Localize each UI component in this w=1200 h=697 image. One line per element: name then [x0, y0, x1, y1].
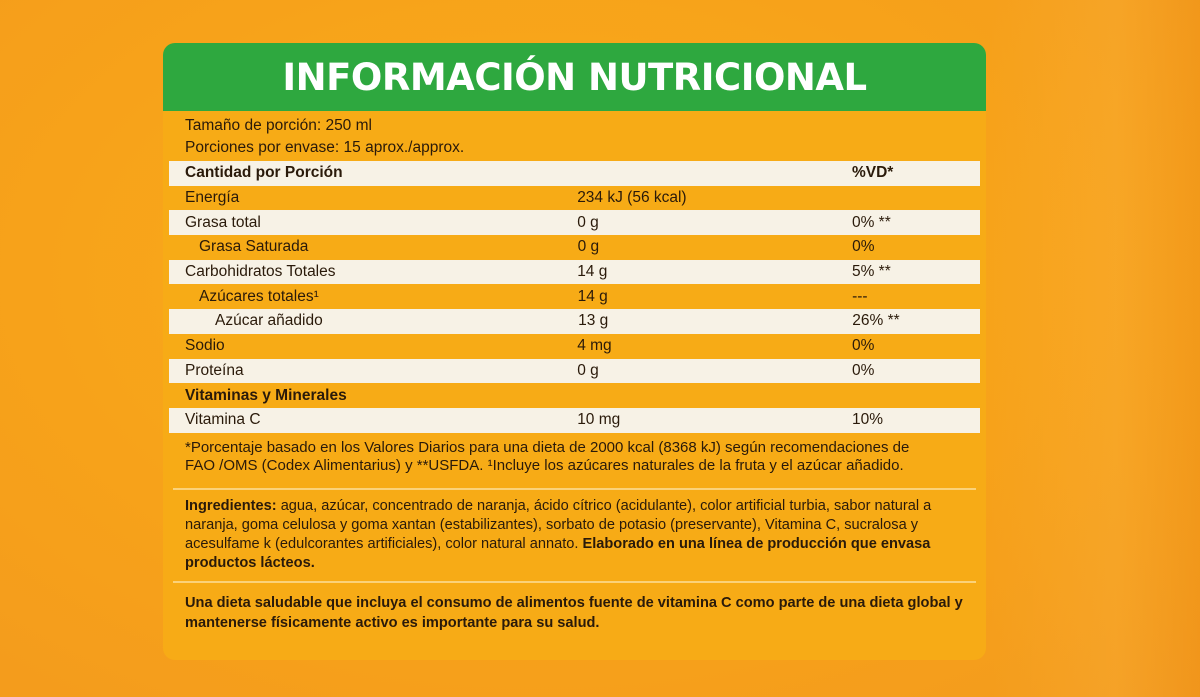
ingredients-label: Ingredientes: [185, 497, 277, 514]
table-row: Azúcar añadido 13 g 26% ** [169, 309, 980, 334]
ingredients-text: agua, azúcar, concentrado de naranja, ác… [185, 497, 932, 552]
row-name: Azúcar añadido [215, 312, 323, 330]
row-name: Proteína [185, 361, 244, 379]
divider [173, 487, 976, 490]
production-note: Elaborado en una línea de producción que… [185, 535, 931, 571]
footnote: *Porcentaje basado en los Valores Diario… [163, 433, 986, 488]
table-header-row: Cantidad por Porción %VD* [169, 161, 980, 186]
table-row: Vitamina C 10 mg 10% [169, 407, 980, 433]
row-name: Grasa Saturada [199, 238, 309, 256]
header-name: Cantidad por Porción [185, 164, 343, 182]
serving-size: Tamaño de porción: 250 ml [185, 117, 372, 134]
row-amount: 0 g [577, 238, 600, 256]
row-amount: 14 g [577, 263, 608, 281]
row-vd: 10% [851, 411, 883, 429]
table-row: Energía 234 kJ (56 kcal) [169, 185, 980, 211]
footnote-line-1: *Porcentaje basado en los Valores Diario… [185, 438, 910, 456]
nutrition-table: Cantidad por Porción %VD* Energía 234 kJ… [169, 161, 980, 433]
footnote-line-2: FAO /OMS (Codex Alimentarius) y **USFDA.… [185, 457, 904, 475]
row-vd: 0% [852, 238, 875, 256]
ingredients: Ingredientes: agua, azúcar, concentrado … [163, 490, 986, 581]
row-amount: 10 mg [577, 411, 621, 429]
row-name: Grasa total [185, 213, 261, 231]
row-name: Vitamina C [185, 411, 261, 429]
table-section-row: Vitaminas y Minerales [169, 383, 980, 408]
row-name: Energía [185, 189, 240, 207]
table-row: Carbohidratos Totales 14 g 5% ** [169, 259, 980, 285]
row-name: Sodio [185, 337, 225, 355]
row-vd: 5% ** [851, 263, 891, 281]
label-header: INFORMACIÓN NUTRICIONAL [163, 43, 986, 111]
row-amount: 0 g [577, 213, 599, 231]
row-vd: 0% [851, 337, 875, 355]
header-vd: %VD* [851, 164, 894, 182]
serving-info: Tamaño de porción: 250 ml Porciones por … [163, 111, 986, 161]
divider [173, 580, 976, 583]
section-name: Vitaminas y Minerales [185, 386, 347, 404]
row-amount: 14 g [577, 287, 608, 305]
row-name: Azúcares totales¹ [199, 287, 319, 305]
servings-per-container: Porciones por envase: 15 aprox./approx. [185, 139, 465, 156]
background-bottle-curve [990, 0, 1200, 697]
table-row: Grasa Saturada 0 g 0% [169, 235, 980, 260]
row-name: Carbohidratos Totales [185, 263, 336, 281]
table-row: Azúcares totales¹ 14 g --- [169, 284, 980, 310]
row-amount: 234 kJ (56 kcal) [577, 189, 687, 207]
row-vd: 0% [851, 361, 875, 379]
row-vd: 0% ** [851, 213, 891, 231]
health-statement: Una dieta saludable que incluya el consu… [185, 594, 963, 631]
table-row: Proteína 0 g 0% [169, 358, 980, 384]
row-amount: 13 g [578, 312, 609, 330]
row-vd: 26% ** [852, 312, 900, 330]
label-title: INFORMACIÓN NUTRICIONAL [282, 55, 867, 99]
row-amount: 4 mg [577, 337, 612, 355]
table-row: Grasa total 0 g 0% ** [169, 210, 980, 236]
nutrition-label: INFORMACIÓN NUTRICIONAL Tamaño de porció… [163, 43, 986, 660]
table-row: Sodio 4 mg 0% [169, 333, 980, 359]
row-amount: 0 g [577, 361, 599, 379]
row-vd: --- [852, 287, 868, 305]
